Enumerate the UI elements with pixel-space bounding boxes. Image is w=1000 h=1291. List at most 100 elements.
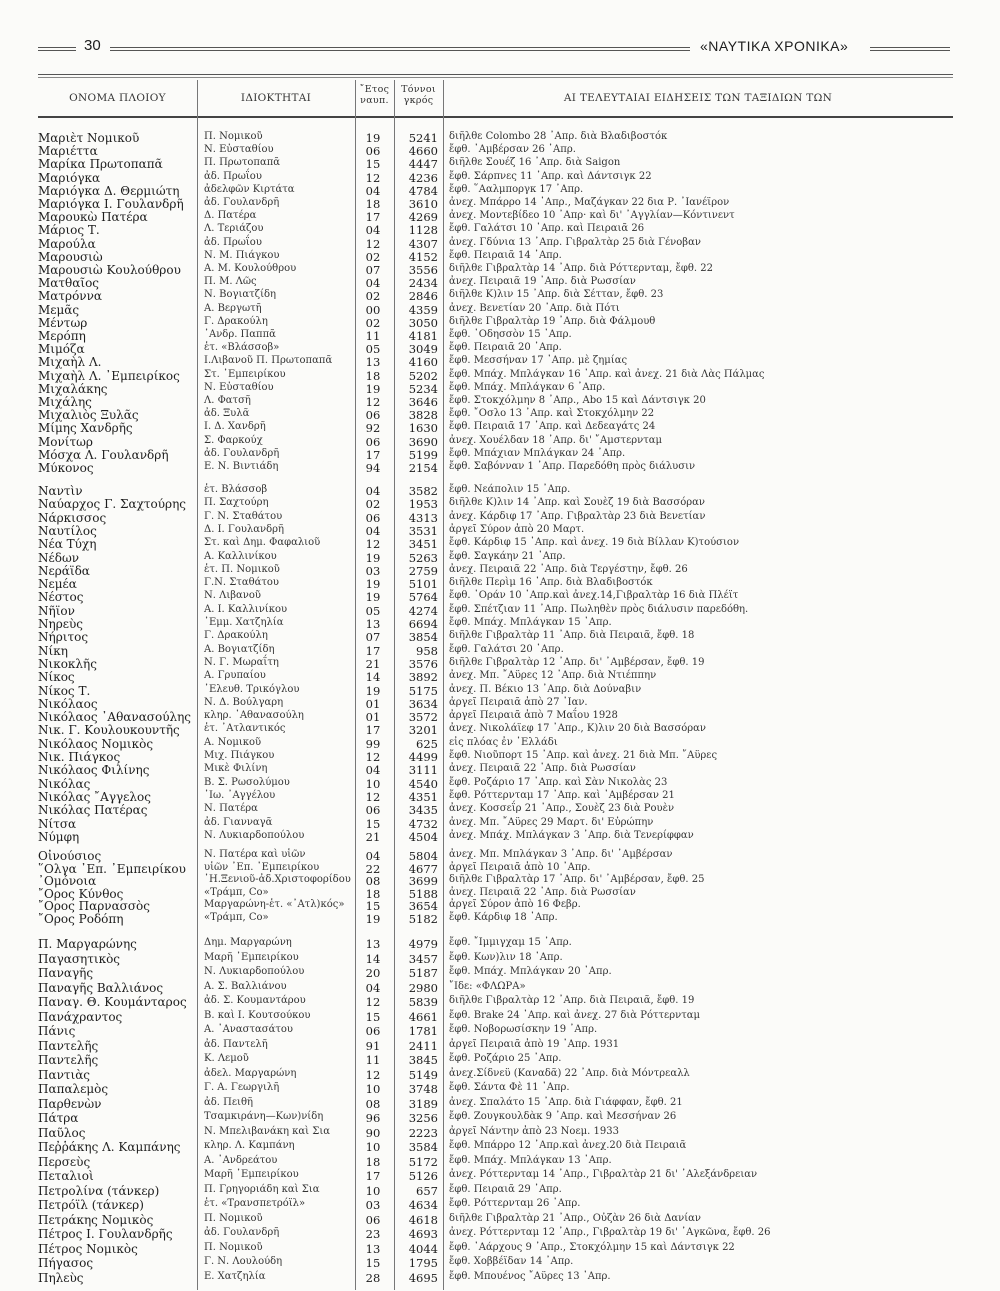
build-year: 28 [365,1270,381,1285]
build-year: 04 [365,523,381,538]
gross-tons: 1781 [408,1024,438,1038]
build-year: 05 [365,603,381,618]
gross-tons: 3646 [408,395,438,409]
build-year: 02 [365,315,381,330]
gross-tons: 5234 [408,381,438,396]
ship-name: Νύμφη [38,829,80,844]
gross-tons: 4677 [408,861,438,876]
owner: Α. Καλλινίκου [204,550,277,562]
owner: ᾿Ελευθ. Τρικόγλου [204,683,300,695]
build-year: 10 [365,1082,381,1096]
ship-name: Μιχάλης [38,395,92,409]
ship-name: Νικόλας ῎Αγγελος [38,789,151,804]
gross-tons: 4044 [408,1241,438,1256]
latest-news: διῆλθε Colombo 28 ᾿Απρ. διὰ Βλαδιβοστόκ [449,131,668,142]
ship-name: Νίκος Τ. [38,683,91,698]
ship-name: Νηρεὺς [38,617,83,631]
latest-news: ἔφθ. Μπάχ. Μπλάγκαν 6 ᾿Απρ. [449,381,606,393]
gross-tons: 3050 [408,315,438,330]
latest-news: διῆλθε Περὶμ 16 ᾿Απρ. διὰ Βλαδιβοστόκ [449,577,653,589]
gross-tons: 3634 [408,696,438,711]
column-header-tons: Τόννοι γκρός [394,84,443,106]
owner: κληρ. ᾿Αθανασούλη [204,710,304,722]
owner: Ν. Πατέρα καὶ υἱῶν [204,849,306,860]
latest-news: ἀνεχ. Ρόττερνταμ 12 ᾿Απρ., Γιβραλτὰρ 19 … [449,1227,771,1238]
build-year: 02 [365,249,381,264]
gross-tons: 2759 [408,563,438,578]
build-year: 12 [365,995,381,1009]
ship-name: Μαριόγκα Ι. Γουλανδρῆ [38,197,184,211]
gross-tons: 3582 [408,484,438,498]
ship-name: Μαρίκα Πρωτοπαπᾶ [38,157,163,172]
owner: Στ. ᾿Εμπειρίκου [204,368,286,380]
owner: Π. Σαχτούρη [204,497,269,509]
ship-name: Νῆϊον [38,603,75,618]
owner: Λ. Τεριάζου [204,223,264,235]
latest-news: ἀνεχ. Σπαλάτο 15 ᾿Απρ. διὰ Γιάφφαν, ἔφθ.… [449,1096,683,1108]
ship-name: Παντιὰς [38,1067,91,1082]
gross-tons: 2434 [408,276,438,291]
latest-news: ἔφθ. ᾿Αάρχους 9 ᾿Απρ., Στοκχόλμην 15 καὶ… [449,1241,735,1253]
build-year: 12 [365,789,381,804]
latest-news: ἔφθ. Brake 24 ᾿Απρ. καὶ ἀνεχ. 27 διὰ Ρότ… [449,1009,700,1021]
gross-tons: 5839 [408,995,438,1009]
owner: Δ. Πατέρα [204,210,257,222]
build-year: 15 [365,1256,381,1270]
ship-name: Μαρούλα [38,236,96,251]
gross-tons: 1128 [408,223,438,238]
owner: Ι. Δ. Χανδρῆ [204,421,266,433]
build-year: 03 [365,563,381,578]
latest-news: ἔφθ. Ρόττερνταμ 17 ᾿Απρ. καὶ ᾿Αμβέρσαν 2… [449,789,675,801]
gross-tons: 2980 [408,980,438,995]
ship-name: Μερόπη [38,329,86,343]
owner: Μαρῆ ᾿Εμπειρίκου [204,951,299,963]
gross-tons: 3572 [408,710,438,725]
latest-news: διῆλθε Κ)λιν 15 ᾿Απρ. διὰ Σέτταν, ἔφθ. 2… [449,289,664,301]
owner: Π. Νομικοῦ [204,1212,263,1224]
build-year: 01 [365,710,381,725]
header-rule-middle [110,47,690,48]
latest-news: ἔφθ. Πειραιᾶ 29 ᾿Απρ. [449,1183,562,1195]
build-year: 01 [365,696,381,711]
build-year: 06 [365,1024,381,1038]
build-year: 04 [365,980,381,995]
latest-news: διῆλθε Γιβραλτὰρ 19 ᾿Απρ. διὰ Φάλμουθ [449,315,656,327]
journal-title: «ΝΑΥΤΙΚΑ ΧΡΟΝΙΚΑ» [700,38,849,54]
gross-tons: 4979 [408,937,438,951]
ship-name: Πάτρα [38,1111,79,1125]
ship-name: Μιχαλιὸς Ξυλᾶς [38,408,139,423]
gross-tons: 2154 [408,461,438,475]
build-year: 17 [365,1169,381,1183]
build-year: 17 [365,723,381,738]
latest-news: ἔφθ. Νεάπολιν 15 ᾿Απρ. [449,484,571,495]
ship-name: Παναγῆς [38,966,94,980]
ship-name: Νικ. Γ. Κουλουκουντῆς [38,723,180,738]
latest-news: ἔφθ. Νιοῦπορτ 15 ᾿Απρ. καὶ ἀνεχ. 21 διὰ … [449,750,718,761]
owner: ῾Η.Ξενιοῦ-ἀδ.Χριστοφορίδου [204,874,351,886]
owner: Λ. Φατσῆ [204,395,251,406]
build-year: 00 [365,302,381,317]
build-year: 15 [365,1009,381,1024]
ship-name: Μαρουκὼ Πατέρα [38,210,148,225]
ship-name: Ναυτίλος [38,523,97,538]
latest-news: ἔφθ. ᾿Αμβέρσαν 26 ᾿Απρ. [449,144,576,156]
latest-news: ἔφθ. Μπάχ. Μπλάγκαν 13 ᾿Απρ. [449,1154,612,1166]
build-year: 20 [365,966,381,980]
owner: ἑτ. Π. Νομικοῦ [204,563,280,575]
build-year: 10 [365,776,381,791]
gross-tons: 4236 [408,170,438,185]
latest-news: ἀνεχ. Κοσσεΐρ 21 ᾿Απρ., Σουὲζ 23 διὰ Ρου… [449,803,675,815]
build-year: 04 [365,763,381,778]
build-year: 17 [365,643,381,658]
header-rule-right [870,50,950,51]
owner: Κ. Λεμοῦ [204,1053,249,1064]
gross-tons: 3854 [408,630,438,645]
gross-tons: 3690 [408,434,438,449]
table-top-rule [38,74,953,75]
latest-news: ἀνεχ. Πειραιᾶ 22 ᾿Απρ. διὰ Ρωσσίαν [449,763,636,775]
gross-tons: 5764 [408,590,438,605]
owner: ἀδ. Σ. Κουμαντάρου [204,995,306,1006]
owner: Α. Ι. Καλλινίκου [204,603,288,615]
gross-tons: 5101 [408,577,438,592]
ship-name: Μιχαὴλ Λ. ᾿Εμπειρίκος [38,368,180,383]
